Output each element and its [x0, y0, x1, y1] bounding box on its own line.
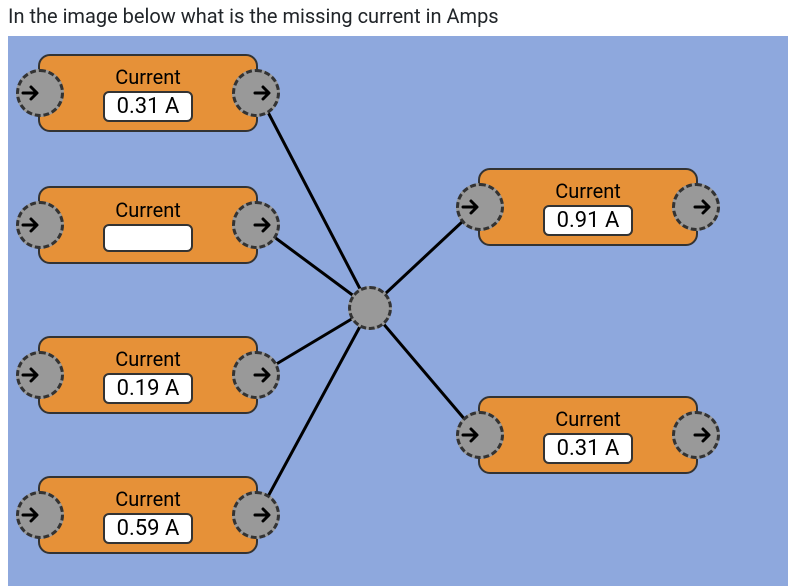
- arrow-right-icon: [253, 504, 275, 526]
- arrow-right-icon: [21, 364, 43, 386]
- input-port-icon: [16, 351, 64, 399]
- node-value: 0.59 A: [103, 513, 193, 544]
- output-port-icon: [672, 183, 720, 231]
- output-port-icon: [672, 411, 720, 459]
- node-value: 0.31 A: [103, 91, 193, 122]
- input-port-icon: [456, 183, 504, 231]
- input-port-icon: [16, 69, 64, 117]
- current-node-5: Current 0.91 A: [478, 168, 698, 246]
- arrow-right-icon: [461, 424, 483, 446]
- question-text: In the image below what is the missing c…: [0, 0, 797, 36]
- arrow-right-icon: [21, 504, 43, 526]
- node-label: Current: [555, 179, 621, 203]
- arrow-right-icon: [253, 364, 275, 386]
- input-port-icon: [16, 201, 64, 249]
- arrow-right-icon: [693, 196, 715, 218]
- current-node-6: Current 0.31 A: [478, 396, 698, 474]
- current-node-3: Current 0.19 A: [38, 336, 258, 414]
- arrow-right-icon: [21, 82, 43, 104]
- arrow-right-icon: [253, 214, 275, 236]
- node-label: Current: [115, 347, 181, 371]
- output-port-icon: [232, 201, 280, 249]
- circuit-diagram: Current 0.31 A Current Current 0.19 A: [8, 36, 788, 586]
- junction-node: [348, 286, 392, 330]
- node-value: 0.19 A: [103, 373, 193, 404]
- missing-value-input[interactable]: [103, 224, 193, 252]
- node-label: Current: [115, 487, 181, 511]
- arrow-right-icon: [461, 196, 483, 218]
- arrow-right-icon: [693, 424, 715, 446]
- current-node-4: Current 0.59 A: [38, 476, 258, 554]
- node-label: Current: [115, 198, 181, 222]
- output-port-icon: [232, 69, 280, 117]
- wire: [370, 308, 478, 435]
- output-port-icon: [232, 351, 280, 399]
- arrow-right-icon: [253, 82, 275, 104]
- node-value: 0.91 A: [543, 205, 633, 236]
- node-value: 0.31 A: [543, 433, 633, 464]
- arrow-right-icon: [21, 214, 43, 236]
- current-node-1: Current 0.31 A: [38, 54, 258, 132]
- wire: [258, 93, 370, 308]
- input-port-icon: [16, 491, 64, 539]
- input-port-icon: [456, 411, 504, 459]
- node-label: Current: [115, 65, 181, 89]
- current-node-2-missing: Current: [38, 186, 258, 264]
- node-label: Current: [555, 407, 621, 431]
- output-port-icon: [232, 491, 280, 539]
- wire: [258, 308, 370, 515]
